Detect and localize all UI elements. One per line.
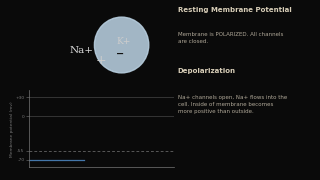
Text: +: + [95,54,106,67]
Y-axis label: Membrane potential (mv): Membrane potential (mv) [10,101,14,157]
Text: Membrane is POLARIZED. All channels
are closed.: Membrane is POLARIZED. All channels are … [178,32,283,44]
Text: Na+ channels open, Na+ flows into the
cell. Inside of membrane becomes
more posi: Na+ channels open, Na+ flows into the ce… [178,95,287,114]
Text: −: − [116,49,124,59]
Text: Na+: Na+ [70,46,93,55]
Text: Depolarization: Depolarization [178,68,236,74]
Text: K+: K+ [116,37,130,46]
Text: Resting Membrane Potential: Resting Membrane Potential [178,7,291,13]
